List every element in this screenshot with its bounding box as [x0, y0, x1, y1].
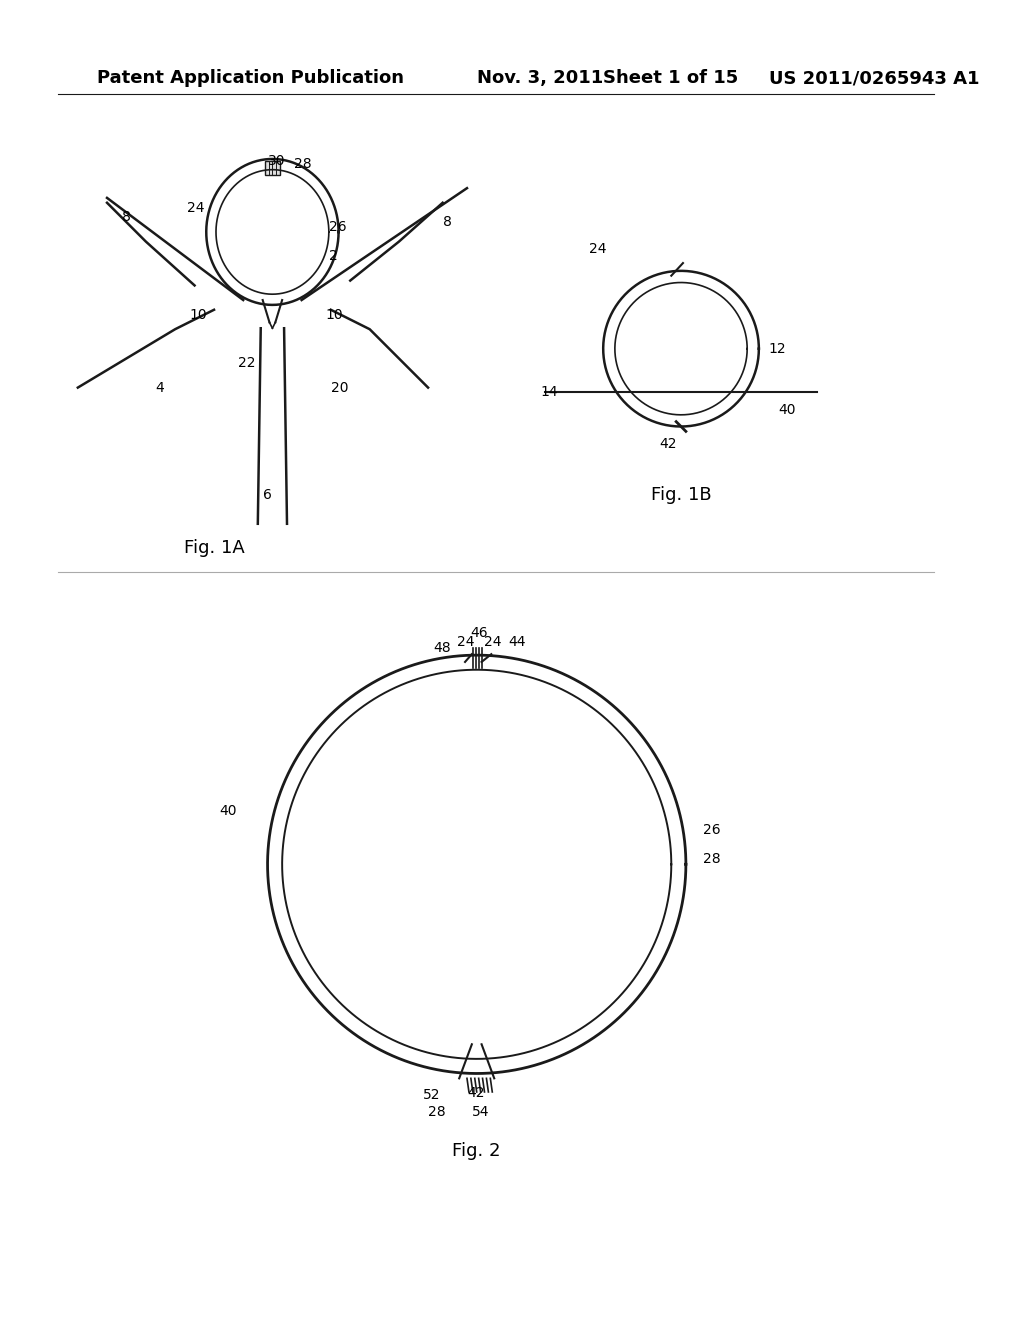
Text: 10: 10 [326, 308, 343, 322]
Text: 54: 54 [472, 1105, 489, 1119]
Text: 52: 52 [423, 1088, 440, 1102]
Text: 6: 6 [263, 487, 271, 502]
Text: 12: 12 [769, 342, 786, 355]
Text: 42: 42 [659, 437, 677, 451]
Text: Patent Application Publication: Patent Application Publication [97, 69, 404, 87]
Text: Fig. 1B: Fig. 1B [650, 486, 712, 504]
Text: 30: 30 [267, 154, 285, 168]
Text: 8: 8 [122, 210, 130, 224]
Text: 20: 20 [331, 380, 348, 395]
Text: 28: 28 [703, 853, 721, 866]
Text: 2: 2 [329, 249, 338, 263]
Text: 40: 40 [778, 403, 796, 417]
Text: 24: 24 [458, 635, 475, 649]
Text: Fig. 2: Fig. 2 [453, 1142, 501, 1160]
Bar [264, 161, 281, 174]
Text: 26: 26 [329, 220, 346, 234]
Text: 10: 10 [189, 308, 207, 322]
Text: 46: 46 [470, 626, 487, 640]
Text: 8: 8 [442, 215, 452, 230]
Text: 40: 40 [219, 804, 237, 818]
Text: 48: 48 [433, 642, 451, 655]
Text: 28: 28 [294, 157, 311, 170]
Text: Fig. 1A: Fig. 1A [183, 539, 245, 557]
Text: 4: 4 [156, 380, 165, 395]
Text: 24: 24 [589, 243, 606, 256]
Text: 28: 28 [428, 1105, 445, 1119]
Text: 14: 14 [540, 385, 558, 400]
Text: Sheet 1 of 15: Sheet 1 of 15 [603, 69, 738, 87]
Text: 22: 22 [239, 356, 256, 371]
Text: 42: 42 [467, 1086, 484, 1100]
Text: Nov. 3, 2011: Nov. 3, 2011 [477, 69, 603, 87]
Text: 44: 44 [508, 635, 525, 649]
Text: US 2011/0265943 A1: US 2011/0265943 A1 [769, 69, 979, 87]
Text: 26: 26 [703, 824, 721, 837]
Text: 24: 24 [484, 635, 502, 649]
Text: 24: 24 [186, 201, 205, 215]
